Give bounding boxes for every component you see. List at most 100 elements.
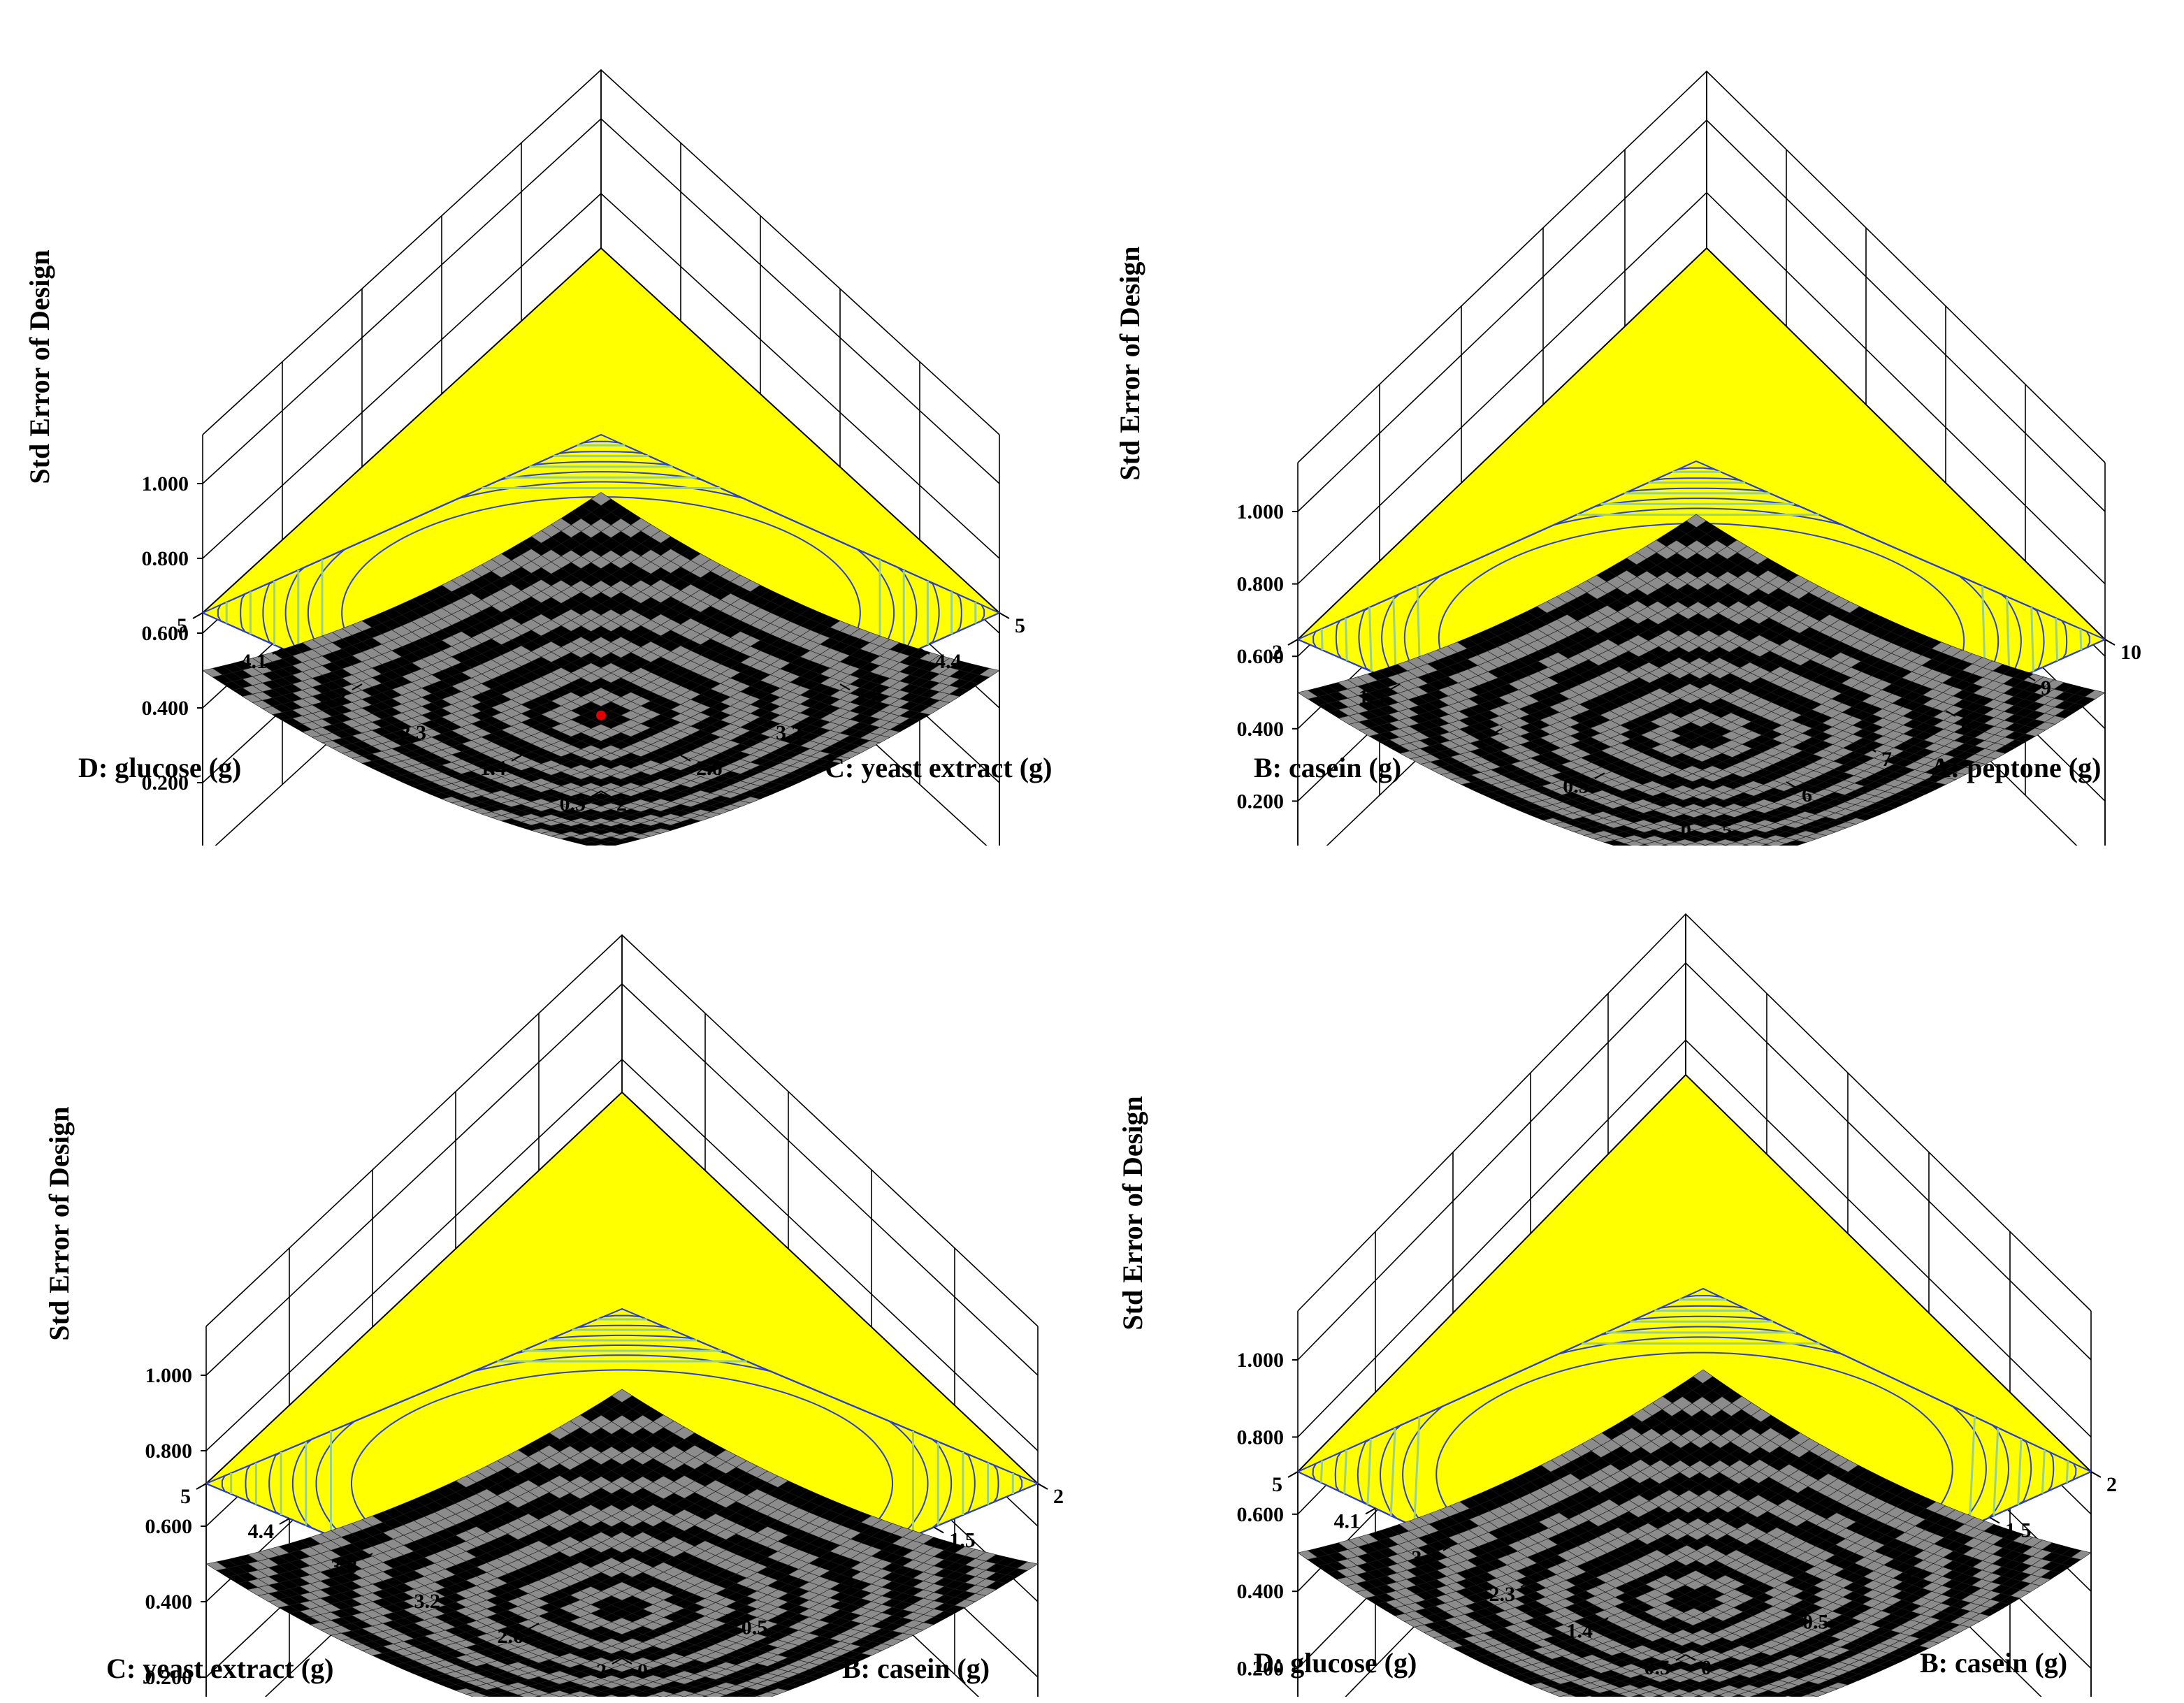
- right-wall-hgrid: [621, 1059, 1039, 1451]
- left-axis-tick: [591, 790, 602, 797]
- surface-cell: [1760, 843, 1773, 846]
- left-axis-tick: [352, 683, 363, 690]
- surface-cell: [1779, 843, 1797, 846]
- surface-cell: [2084, 690, 2106, 700]
- left-axis-tick-label: 0: [1681, 819, 1691, 842]
- left-axis-tick-label: 2: [1272, 641, 1282, 664]
- right-axis-tick-label: 10: [2120, 641, 2141, 664]
- response-surface: [202, 492, 1000, 846]
- right-axis-tick-label: 4.4: [935, 650, 962, 673]
- left-axis-tick-label: 0.5: [1563, 774, 1589, 797]
- right-axis-tick-label: 6: [1802, 783, 1812, 806]
- right-wall-hgrid: [600, 193, 1000, 559]
- z-tick-label: 0.400: [145, 1590, 193, 1614]
- right-axis-tick: [919, 648, 930, 655]
- left-axis-tick-label: 5: [177, 614, 187, 637]
- right-axis-tick-label: 2.6: [696, 757, 723, 780]
- right-axis-tick-label: 8: [1961, 712, 1972, 735]
- right-axis-tick-label: 5: [1015, 614, 1025, 637]
- right-wall-hgrid: [600, 118, 1000, 484]
- wall-top-edge: [202, 68, 1000, 435]
- left-axis-tick: [511, 755, 522, 762]
- surface-cell: [665, 1693, 686, 1697]
- surface-cell: [645, 1694, 663, 1697]
- response-surface: [1297, 514, 2106, 846]
- left-axis-tick: [1492, 727, 1503, 735]
- corner-band-line: [2030, 607, 2034, 672]
- left-axis-tick-label: 3.2: [321, 686, 347, 709]
- right-axis-tick: [680, 755, 691, 762]
- left-axis-tick: [1287, 639, 1299, 646]
- left-wall-hgrid: [202, 118, 602, 484]
- right-axis-tick: [1865, 746, 1876, 753]
- z-tick-label: 1.000: [1237, 500, 1285, 523]
- right-axis-tick-label: 2: [616, 792, 627, 816]
- right-axis-tick: [1945, 710, 1956, 717]
- z-tick-label: 0.800: [1237, 573, 1285, 596]
- z-tick-label: 0.400: [1237, 718, 1285, 741]
- surface-cell: [1638, 843, 1651, 846]
- z-tick-label: 0.600: [1237, 645, 1285, 668]
- z-tick-label: 0.800: [142, 547, 189, 570]
- left-axis-tick-label: 2.3: [400, 721, 427, 744]
- right-axis-title: C: yeast extract (g): [825, 752, 1052, 783]
- right-axis-tick: [600, 790, 612, 797]
- surface-cell: [509, 1695, 524, 1697]
- right-wall-hgrid: [621, 983, 1039, 1376]
- left-axis-tick-label: 4.1: [241, 650, 268, 673]
- surface-cell: [978, 667, 1000, 678]
- surface-cell: [581, 1694, 600, 1697]
- surface-cell: [1614, 843, 1633, 846]
- left-axis-tick-label: 1.5: [1359, 686, 1385, 709]
- surface-cell: [535, 1695, 542, 1697]
- wall-top-edge: [205, 934, 1039, 1327]
- left-axis-tick: [1594, 772, 1605, 780]
- surface-cell: [594, 843, 609, 846]
- z-axis-title: Std Error of Design: [24, 249, 55, 484]
- left-axis-tick-label: 1: [1477, 730, 1487, 753]
- surface-cell: [482, 1695, 490, 1697]
- z-tick-label: 0.200: [1237, 790, 1285, 813]
- corner-band-line: [2055, 618, 2059, 661]
- surface-cell: [625, 1694, 641, 1697]
- surface-plot-yeast-extract-casein: 0.0000.2000.4000.6000.8001.00054.43.83.2…: [43, 934, 1064, 1697]
- z-axis-title: Std Error of Design: [1114, 246, 1145, 480]
- surface-cell: [1661, 844, 1669, 846]
- wall-top-edge: [1297, 70, 2106, 463]
- left-wall-hgrid: [205, 983, 623, 1376]
- right-wall-hgrid: [1706, 192, 2106, 585]
- surface-cell: [537, 1693, 561, 1697]
- right-axis-tick-label: 7: [1881, 748, 1892, 771]
- left-axis-tick: [1696, 817, 1707, 824]
- z-tick-label: 0.800: [145, 1440, 193, 1463]
- surface-cell: [558, 1693, 579, 1697]
- left-axis-tick-label: 1.4: [480, 757, 507, 780]
- left-wall-hgrid: [202, 193, 602, 559]
- left-axis-tick: [431, 719, 442, 726]
- right-axis-tick-label: 3.8: [855, 686, 882, 709]
- right-axis-tick: [2025, 674, 2036, 681]
- left-wall-hgrid: [1297, 119, 1707, 512]
- z-tick-label: 1.000: [142, 472, 189, 495]
- left-axis-tick: [192, 612, 203, 619]
- left-axis-tick: [272, 648, 283, 655]
- surface-cell: [720, 1695, 735, 1697]
- right-axis-tick-label: 5: [1722, 819, 1733, 842]
- surface-cell: [486, 1693, 507, 1697]
- left-axis-tick: [1389, 683, 1401, 690]
- surface-plot-casein-peptone: 0.0000.2000.4000.6000.8001.00021.510.505…: [1114, 70, 2141, 846]
- right-axis-tick-label: 3.2: [776, 721, 802, 744]
- corner-band-line: [1368, 607, 1373, 672]
- right-axis-tick: [1786, 781, 1797, 788]
- right-axis-tick-label: 9: [2041, 676, 2051, 700]
- right-axis-tick: [999, 612, 1010, 619]
- surface-cell: [603, 1694, 619, 1697]
- design-point-marker: [596, 710, 606, 720]
- right-axis-tick: [760, 719, 771, 726]
- z-tick-label: 0.200: [145, 1666, 193, 1689]
- left-wall-hgrid: [1297, 192, 1707, 585]
- right-axis-tick: [1706, 817, 1717, 824]
- right-axis-tick: [839, 683, 851, 690]
- z-tick-label: 1.000: [145, 1364, 193, 1387]
